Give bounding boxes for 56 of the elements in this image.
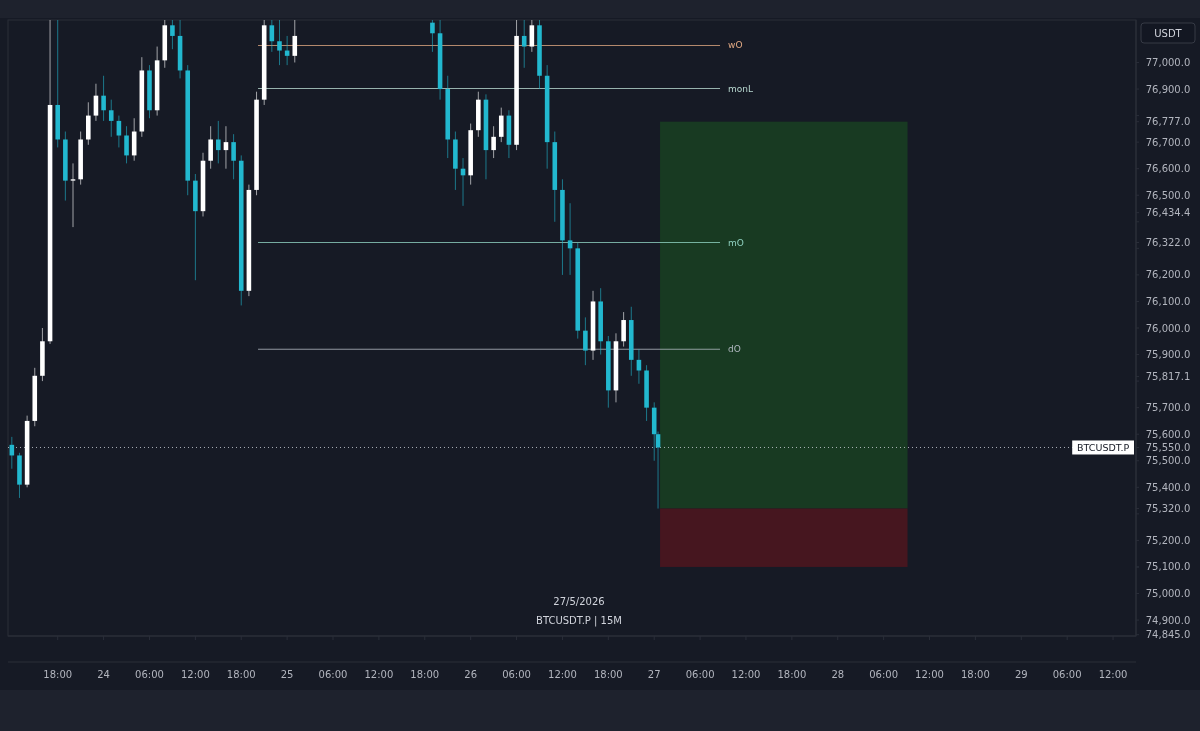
y-tick-label: 76,000.0 xyxy=(1145,322,1191,334)
x-tick-label: 12:00 xyxy=(731,669,761,680)
x-tick-label: 06:00 xyxy=(135,669,164,680)
x-tick-label: 24 xyxy=(97,669,110,680)
x-tick-label: 18:00 xyxy=(43,669,73,680)
x-tick-label: 12:00 xyxy=(364,669,394,680)
y-tick-label: 75,550.0 xyxy=(1145,441,1191,453)
x-tick-label: 27 xyxy=(647,669,661,680)
y-tick-label: 76,200.0 xyxy=(1145,269,1191,281)
y-tick-label: 74,900.0 xyxy=(1145,614,1191,626)
y-tick-label: 76,600.0 xyxy=(1145,163,1191,175)
x-tick-label: 18:00 xyxy=(777,669,807,680)
x-tick-label: 12:00 xyxy=(1098,669,1128,680)
ref-line-label: mO xyxy=(728,237,744,248)
y-tick-label: 76,100.0 xyxy=(1145,295,1191,307)
y-tick-label: 75,600.0 xyxy=(1145,428,1191,440)
y-axis-title: USDT xyxy=(1154,28,1183,39)
y-tick-label: 75,400.0 xyxy=(1145,481,1191,493)
annotation: 27/5/2026 xyxy=(553,596,605,607)
ref-line-label: wO xyxy=(728,40,743,51)
y-tick-label: 75,200.0 xyxy=(1145,534,1191,546)
x-tick-label: 18:00 xyxy=(593,669,623,680)
annotation: BTCUSDT.P | 15M xyxy=(536,615,622,627)
x-tick-label: 06:00 xyxy=(318,669,348,680)
y-tick-label: 76,777.0 xyxy=(1145,116,1191,128)
y-tick-label: 76,434.4 xyxy=(1145,207,1191,219)
x-tick-label: 12:00 xyxy=(548,669,577,680)
y-tick-label: 75,100.0 xyxy=(1145,561,1191,573)
y-tick-label: 76,322.0 xyxy=(1145,237,1191,248)
y-tick-label: 74,845.0 xyxy=(1145,629,1191,641)
y-tick-label: 75,000.0 xyxy=(1145,588,1191,600)
y-tick-label: 75,900.0 xyxy=(1145,349,1191,361)
y-tick-label: 75,817.1 xyxy=(1145,371,1191,383)
y-tick-label: 75,320.0 xyxy=(1145,503,1191,515)
x-tick-label: 06:00 xyxy=(1052,669,1082,680)
y-tick-label: 75,700.0 xyxy=(1145,402,1191,414)
y-tick-label: 76,500.0 xyxy=(1145,189,1191,201)
x-tick-label: 29 xyxy=(1014,669,1028,680)
x-tick-label: 26 xyxy=(464,669,478,680)
x-tick-label: 25 xyxy=(280,669,294,680)
x-tick-label: 06:00 xyxy=(869,669,899,680)
y-tick-label: 75,500.0 xyxy=(1145,455,1191,467)
x-tick-label: 18:00 xyxy=(410,669,440,680)
ref-line-label: BTCUSDT.P xyxy=(1077,442,1130,454)
x-tick-label: 12:00 xyxy=(180,669,210,680)
y-tick-label: 76,900.0 xyxy=(1145,83,1191,95)
ref-line-label: dO xyxy=(728,344,741,355)
x-tick-label: 28 xyxy=(831,669,845,680)
ref-line-label: monL xyxy=(728,83,754,94)
y-tick-label: 76,700.0 xyxy=(1145,136,1191,148)
x-tick-label: 06:00 xyxy=(685,669,715,680)
x-tick-label: 12:00 xyxy=(915,669,944,680)
x-tick-label: 18:00 xyxy=(226,669,256,680)
x-tick-label: 18:00 xyxy=(960,669,990,680)
x-tick-label: 06:00 xyxy=(502,669,531,680)
y-tick-label: 77,000.0 xyxy=(1145,56,1191,68)
